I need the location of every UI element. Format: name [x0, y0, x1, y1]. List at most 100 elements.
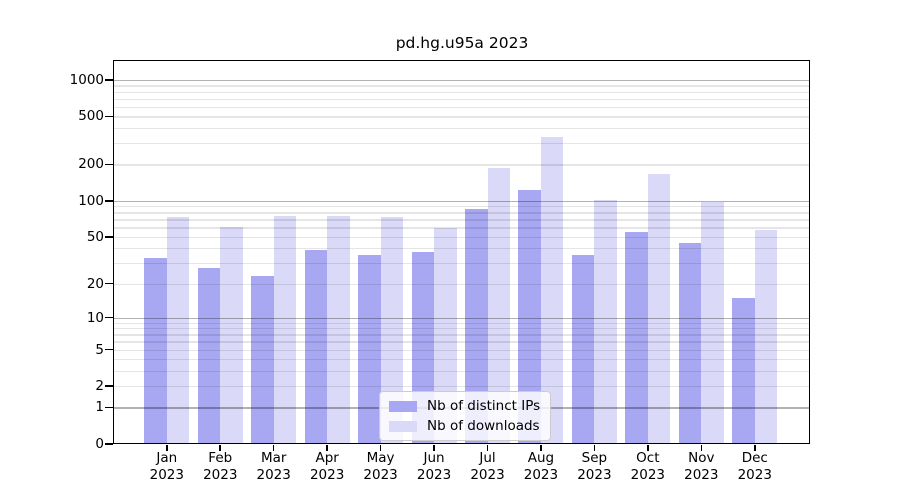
y-tick-label: 500 — [78, 108, 104, 125]
bar-distinct-ips-may — [358, 255, 381, 444]
y-tick-mark — [105, 163, 113, 166]
x-tick-mark — [326, 445, 328, 451]
y-tick-mark — [105, 79, 113, 81]
gridline-minor — [114, 212, 810, 214]
x-tick-label: Oct 2023 — [630, 450, 666, 483]
bar-distinct-ips-dec — [732, 297, 755, 444]
plot-area: Nb of distinct IPs Nb of downloads — [114, 61, 810, 444]
y-tick-label: 1 — [95, 399, 104, 416]
x-tick-mark — [272, 445, 275, 451]
bar-downloads-feb — [220, 227, 243, 444]
legend: Nb of distinct IPs Nb of downloads — [379, 391, 552, 441]
x-tick-label: Nov 2023 — [684, 450, 719, 483]
y-tick-label: 10 — [86, 309, 104, 326]
gridline-minor — [114, 341, 810, 343]
x-tick-mark — [486, 445, 489, 451]
gridline-minor — [114, 359, 810, 361]
gridline-minor — [114, 283, 810, 285]
bar-distinct-ips-jul — [465, 208, 488, 444]
gridline-minor — [114, 386, 810, 388]
y-tick-mark — [105, 443, 113, 445]
legend-label: Nb of downloads — [427, 418, 540, 434]
x-tick-label: Aug 2023 — [523, 450, 559, 483]
gridline-minor — [114, 328, 810, 330]
x-tick-label: May 2023 — [363, 450, 398, 483]
y-tick-label: 0 — [95, 436, 104, 452]
bar-downloads-mar — [273, 216, 297, 444]
y-tick-label: 100 — [78, 192, 104, 209]
gridline-minor — [114, 262, 810, 265]
gridline-minor — [114, 370, 810, 373]
x-tick-label: Jun 2023 — [416, 450, 452, 483]
y-tick-mark — [105, 406, 113, 409]
bar-distinct-ips-mar — [251, 276, 274, 444]
gridline-minor — [114, 334, 810, 336]
x-tick-mark — [593, 445, 596, 451]
x-tick-label: Sep 2023 — [577, 450, 612, 483]
bar-distinct-ips-oct — [625, 231, 648, 444]
gridline-major — [114, 79, 810, 82]
y-tick-label: 200 — [78, 156, 104, 173]
legend-item-downloads: Nb of downloads — [389, 418, 540, 434]
bar-distinct-ips-aug — [518, 189, 541, 444]
gridline-minor — [114, 227, 810, 229]
y-tick-mark — [105, 316, 113, 319]
y-tick-label: 50 — [86, 228, 104, 245]
bar-downloads-apr — [327, 216, 350, 444]
legend-label: Nb of distinct IPs — [427, 398, 541, 414]
x-tick-label: Jan 2023 — [149, 450, 184, 483]
y-tick-mark — [105, 199, 113, 202]
y-tick-mark — [105, 385, 113, 387]
gridline-minor — [114, 98, 810, 100]
gridline-major — [114, 200, 810, 203]
bar-distinct-ips-apr — [304, 249, 328, 444]
y-tick-mark — [105, 115, 113, 118]
x-tick-label: Dec 2023 — [737, 450, 772, 483]
x-tick-label: Apr 2023 — [309, 450, 345, 483]
gridline-major — [114, 317, 810, 319]
gridline-minor — [114, 248, 810, 250]
x-tick-mark — [647, 445, 649, 451]
y-tick-label: 5 — [95, 341, 104, 358]
bar-downloads-jul — [487, 167, 510, 444]
downloads-swatch-icon — [389, 420, 417, 432]
gridline-minor — [114, 236, 810, 238]
y-tick-mark — [105, 235, 113, 238]
y-tick-mark — [105, 282, 113, 285]
gridline-minor — [114, 116, 810, 118]
bar-distinct-ips-feb — [197, 268, 221, 444]
bar-distinct-ips-jan — [144, 258, 167, 444]
legend-item-distinct-ips: Nb of distinct IPs — [389, 398, 540, 414]
gridline-minor — [114, 143, 810, 145]
chart-title: pd.hg.u95a 2023 — [395, 34, 529, 52]
x-tick-mark — [540, 445, 542, 451]
y-tick-label: 1000 — [69, 71, 104, 88]
gridline-minor — [114, 91, 810, 93]
gridline-minor — [114, 164, 810, 166]
bar-downloads-nov — [701, 201, 724, 444]
x-tick-mark — [379, 445, 382, 451]
bar-distinct-ips-nov — [678, 243, 702, 444]
gridline-minor — [114, 85, 810, 87]
gridline-minor — [114, 219, 810, 221]
x-tick-label: Feb 2023 — [203, 450, 238, 483]
x-tick-label: Jul 2023 — [470, 450, 505, 483]
x-tick-mark — [753, 445, 756, 451]
gridline-minor — [114, 128, 810, 130]
bar-downloads-oct — [647, 173, 671, 444]
gridline-minor — [114, 206, 810, 208]
bar-downloads-jan — [166, 217, 190, 444]
x-tick-label: Mar 2023 — [256, 450, 291, 483]
gridline-minor — [114, 322, 810, 324]
bar-distinct-ips-sep — [571, 255, 595, 444]
gridline-minor — [114, 106, 810, 108]
bar-downloads-sep — [594, 200, 617, 444]
bar-downloads-dec — [754, 229, 778, 444]
x-tick-mark — [219, 445, 222, 451]
x-tick-mark — [166, 445, 168, 451]
y-tick-label: 2 — [95, 378, 104, 395]
distinct-ips-swatch-icon — [389, 400, 417, 412]
x-tick-mark — [700, 445, 703, 451]
x-tick-mark — [433, 445, 435, 451]
